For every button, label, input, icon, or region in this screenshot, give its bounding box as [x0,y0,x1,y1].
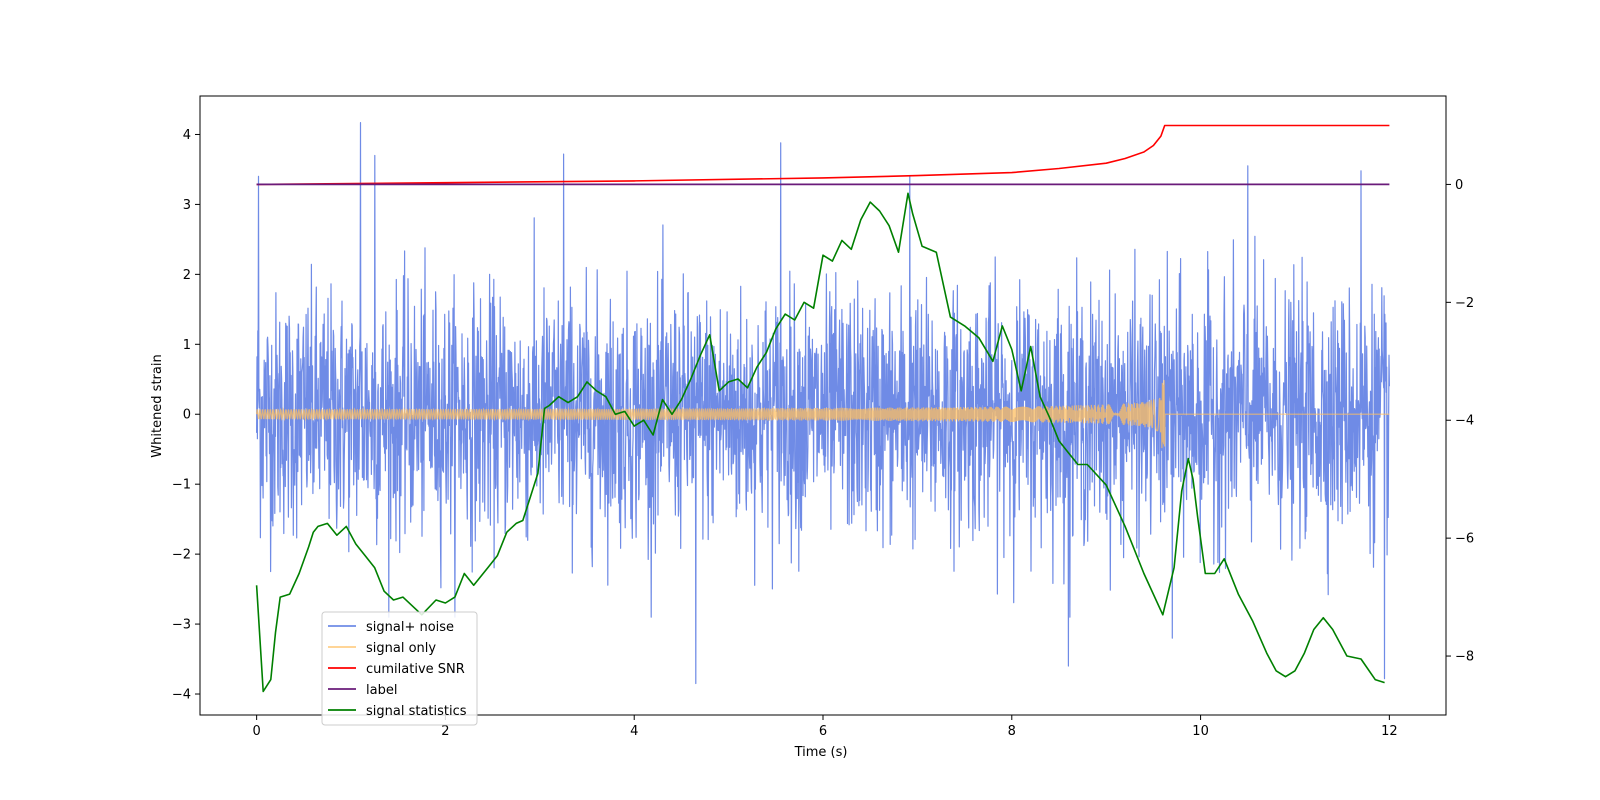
y-axis-ticks: −4 −3 −2 −1 0 1 2 3 4 [172,128,200,703]
series-signal-only-line [256,380,1390,449]
legend-label: label [366,683,397,698]
y-tick-label: 0 [183,408,191,423]
x-tick-label: 12 [1381,724,1398,739]
y-tick-label: 1 [183,338,191,353]
y-axis-label: Whitened strain [150,354,165,457]
y2-tick-label: −2 [1455,296,1474,311]
x-axis-label: Time (s) [794,745,848,760]
y-tick-label: −1 [172,478,191,493]
x-tick-label: 6 [819,724,827,739]
legend-label: signal+ noise [366,620,454,635]
x-axis-ticks: 0 2 4 6 8 10 12 [252,715,1398,739]
legend-label: cumilative SNR [366,662,465,677]
y2-tick-label: −4 [1455,414,1474,429]
series-signal-noise-line [256,122,1390,685]
y-tick-label: 4 [183,128,191,143]
x-tick-label: 8 [1008,724,1016,739]
series-cumulative-snr-line [256,124,1390,186]
legend: signal+ noise signal only cumilative SNR la… [321,611,478,726]
x-tick-label: 4 [630,724,638,739]
y2-axis-ticks: −8 −6 −4 −2 0 [1446,178,1474,665]
y-tick-label: 3 [183,198,191,213]
x-tick-label: 2 [441,724,449,739]
series-layer [255,122,1390,693]
y-tick-label: −4 [172,688,191,703]
y2-tick-label: −6 [1455,532,1474,547]
y-tick-label: −2 [172,548,191,563]
y-tick-label: −3 [172,618,191,633]
x-tick-label: 0 [252,724,260,739]
legend-label: signal only [366,641,436,656]
x-tick-label: 10 [1192,724,1209,739]
legend-label: signal statistics [366,704,467,719]
legend-box [321,611,478,726]
y-tick-label: 2 [183,268,191,283]
y2-tick-label: 0 [1455,178,1463,193]
y2-tick-label: −8 [1455,650,1474,665]
